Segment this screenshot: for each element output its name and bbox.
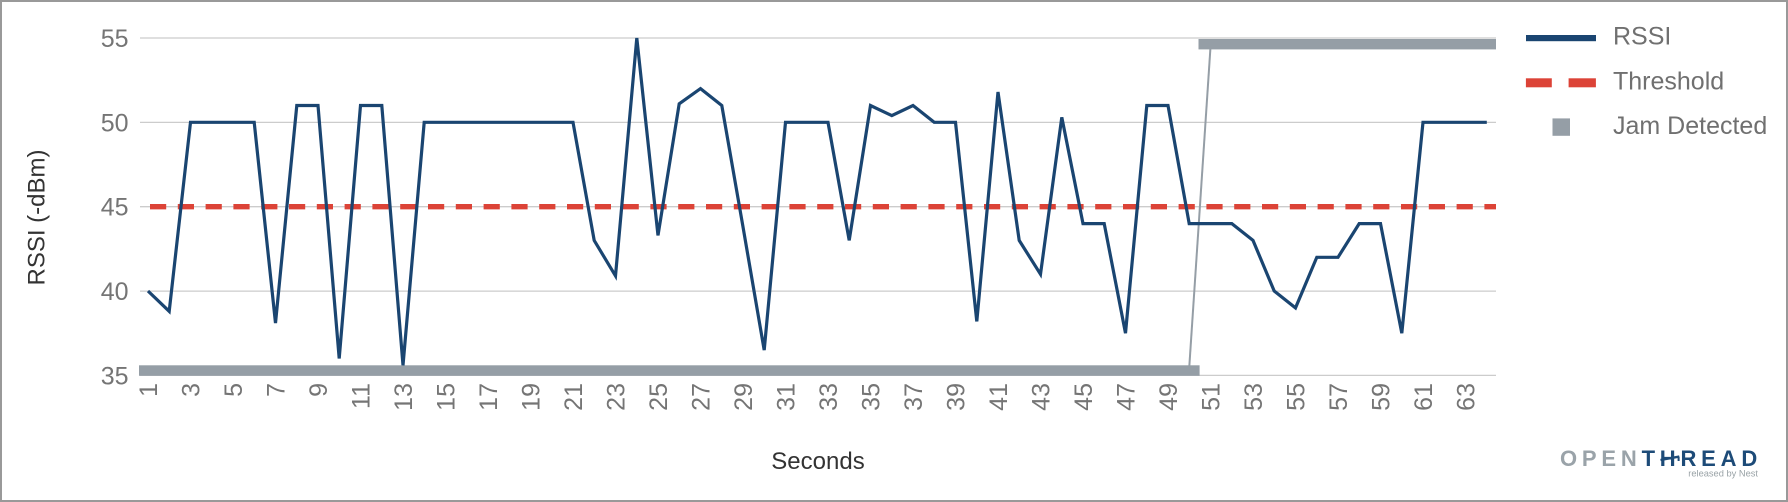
svg-text:40: 40: [101, 278, 129, 306]
svg-text:45: 45: [101, 194, 129, 222]
svg-text:50: 50: [101, 109, 129, 137]
svg-text:39: 39: [943, 383, 971, 411]
svg-text:1: 1: [135, 383, 163, 397]
svg-text:59: 59: [1368, 383, 1396, 411]
svg-text:Jam Detected: Jam Detected: [1613, 112, 1767, 140]
svg-text:OPENTHREAD: OPENTHREAD: [1560, 446, 1762, 471]
svg-text:RSSI: RSSI: [1613, 23, 1671, 51]
svg-text:31: 31: [773, 383, 801, 411]
svg-text:21: 21: [560, 383, 588, 411]
svg-text:17: 17: [475, 383, 503, 411]
svg-text:RSSI (-dBm): RSSI (-dBm): [24, 149, 51, 285]
svg-text:41: 41: [985, 383, 1013, 411]
svg-text:63: 63: [1453, 383, 1481, 411]
svg-text:51: 51: [1198, 383, 1226, 411]
svg-text:13: 13: [390, 383, 418, 411]
svg-text:27: 27: [688, 383, 716, 411]
svg-text:49: 49: [1155, 383, 1183, 411]
svg-text:61: 61: [1410, 383, 1438, 411]
svg-text:45: 45: [1070, 383, 1098, 411]
svg-text:29: 29: [730, 383, 758, 411]
svg-text:3: 3: [178, 383, 206, 397]
svg-text:55: 55: [1283, 383, 1311, 411]
svg-text:35: 35: [101, 362, 129, 390]
svg-text:55: 55: [101, 25, 129, 53]
svg-text:15: 15: [433, 383, 461, 411]
svg-text:Threshold: Threshold: [1613, 67, 1724, 95]
svg-text:53: 53: [1240, 383, 1268, 411]
svg-text:37: 37: [900, 383, 928, 411]
svg-text:25: 25: [645, 383, 673, 411]
svg-text:23: 23: [603, 383, 631, 411]
svg-text:57: 57: [1325, 383, 1353, 411]
svg-text:7: 7: [263, 383, 291, 397]
svg-text:Seconds: Seconds: [771, 448, 864, 475]
svg-text:11: 11: [348, 383, 376, 409]
svg-text:35: 35: [858, 383, 886, 411]
svg-text:5: 5: [220, 383, 248, 397]
svg-text:47: 47: [1113, 383, 1141, 411]
svg-text:19: 19: [518, 383, 546, 411]
svg-text:43: 43: [1028, 383, 1056, 411]
svg-text:9: 9: [305, 383, 333, 397]
svg-text:released by Nest: released by Nest: [1688, 469, 1758, 479]
svg-text:33: 33: [815, 383, 843, 411]
